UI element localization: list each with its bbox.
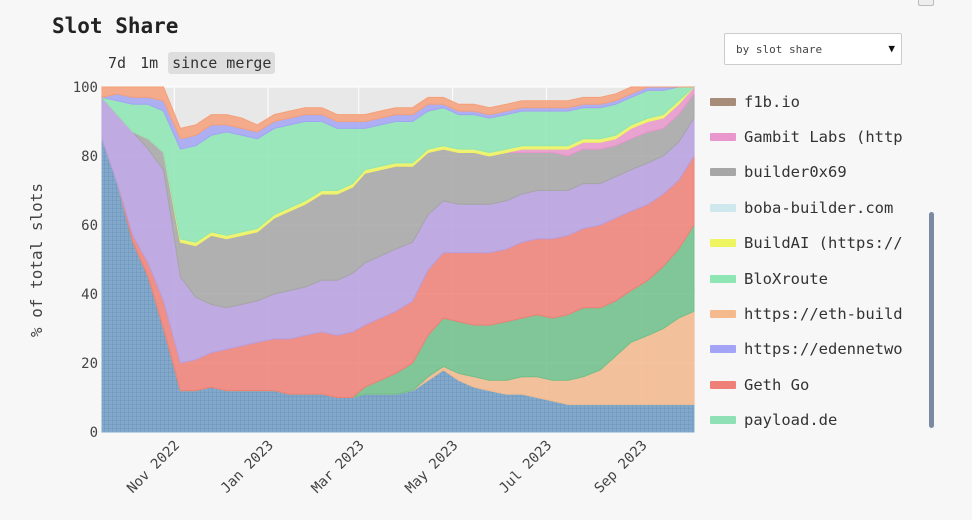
range-selector: 7d 1m since merge xyxy=(104,52,276,74)
legend: f1b.io Gambit Labs (http builder0x69 boba-b… xyxy=(710,84,930,438)
legend-swatch xyxy=(710,133,736,142)
legend-item[interactable]: BuildAI (https:// xyxy=(710,226,930,261)
legend-swatch xyxy=(710,203,736,212)
range-1m-button[interactable]: 1m xyxy=(140,54,159,72)
legend-label: builder0x69 xyxy=(744,163,847,182)
legend-item[interactable]: boba-builder.com xyxy=(710,190,930,225)
legend-label: Gambit Labs (http xyxy=(744,128,903,147)
legend-label: https://edennetwo xyxy=(744,340,903,359)
x-tick-label: Nov 2022 xyxy=(124,438,183,497)
y-tick-label: 40 xyxy=(81,287,98,303)
legend-swatch xyxy=(710,97,736,106)
legend-swatch xyxy=(710,239,736,248)
x-tick-label: Mar 2023 xyxy=(309,438,368,497)
legend-item[interactable]: payload.de xyxy=(710,403,930,438)
legend-label: BuildAI (https:// xyxy=(744,234,903,253)
x-tick-label: Jul 2023 xyxy=(496,438,555,497)
legend-item[interactable]: Gambit Labs (http xyxy=(710,119,930,154)
legend-swatch xyxy=(710,380,736,389)
legend-label: f1b.io xyxy=(744,92,800,111)
x-tick-label: May 2023 xyxy=(402,438,461,497)
legend-item[interactable]: Geth Go xyxy=(710,367,930,402)
range-since-merge-button[interactable]: since merge xyxy=(168,52,276,74)
legend-swatch xyxy=(710,310,736,319)
legend-label: BloXroute xyxy=(744,269,828,288)
legend-item[interactable]: builder0x69 xyxy=(710,155,930,190)
area-series-11 xyxy=(101,86,694,140)
camera-icon[interactable] xyxy=(918,0,934,6)
page-title: Slot Share xyxy=(52,14,179,38)
legend-label: Geth Go xyxy=(744,375,810,394)
legend-swatch xyxy=(710,416,736,425)
legend-item[interactable]: https://eth-build xyxy=(710,296,930,331)
sort-select[interactable]: by slot share ▼ xyxy=(724,33,902,65)
legend-label: payload.de xyxy=(744,411,838,430)
range-7d-button[interactable]: 7d xyxy=(108,54,127,72)
legend-item[interactable]: https://edennetwo xyxy=(710,332,930,367)
legend-swatch xyxy=(710,274,736,283)
legend-item[interactable]: BloXroute xyxy=(710,261,930,296)
y-tick-label: 100 xyxy=(73,80,98,96)
slot-share-chart: 0 20 40 60 80 100 Nov 2022 Jan 2023 Mar 2023 May … xyxy=(27,80,696,497)
x-tick-label: Jan 2023 xyxy=(218,438,277,497)
legend-scrollbar[interactable] xyxy=(929,212,934,428)
stacked-areas xyxy=(100,85,696,433)
sort-select-value: by slot share xyxy=(736,42,823,56)
x-tick-label: Sep 2023 xyxy=(592,438,651,497)
legend-label: https://eth-build xyxy=(744,305,903,324)
chevron-down-icon: ▼ xyxy=(888,42,895,55)
y-axis-label: % of total slots xyxy=(27,183,46,337)
legend-swatch xyxy=(710,168,736,177)
legend-swatch xyxy=(710,345,736,354)
y-tick-label: 0 xyxy=(90,425,98,441)
y-tick-label: 60 xyxy=(81,218,98,234)
legend-label: boba-builder.com xyxy=(744,198,894,217)
y-tick-label: 80 xyxy=(81,149,98,165)
y-tick-label: 20 xyxy=(81,356,98,372)
legend-item[interactable]: f1b.io xyxy=(710,84,930,119)
